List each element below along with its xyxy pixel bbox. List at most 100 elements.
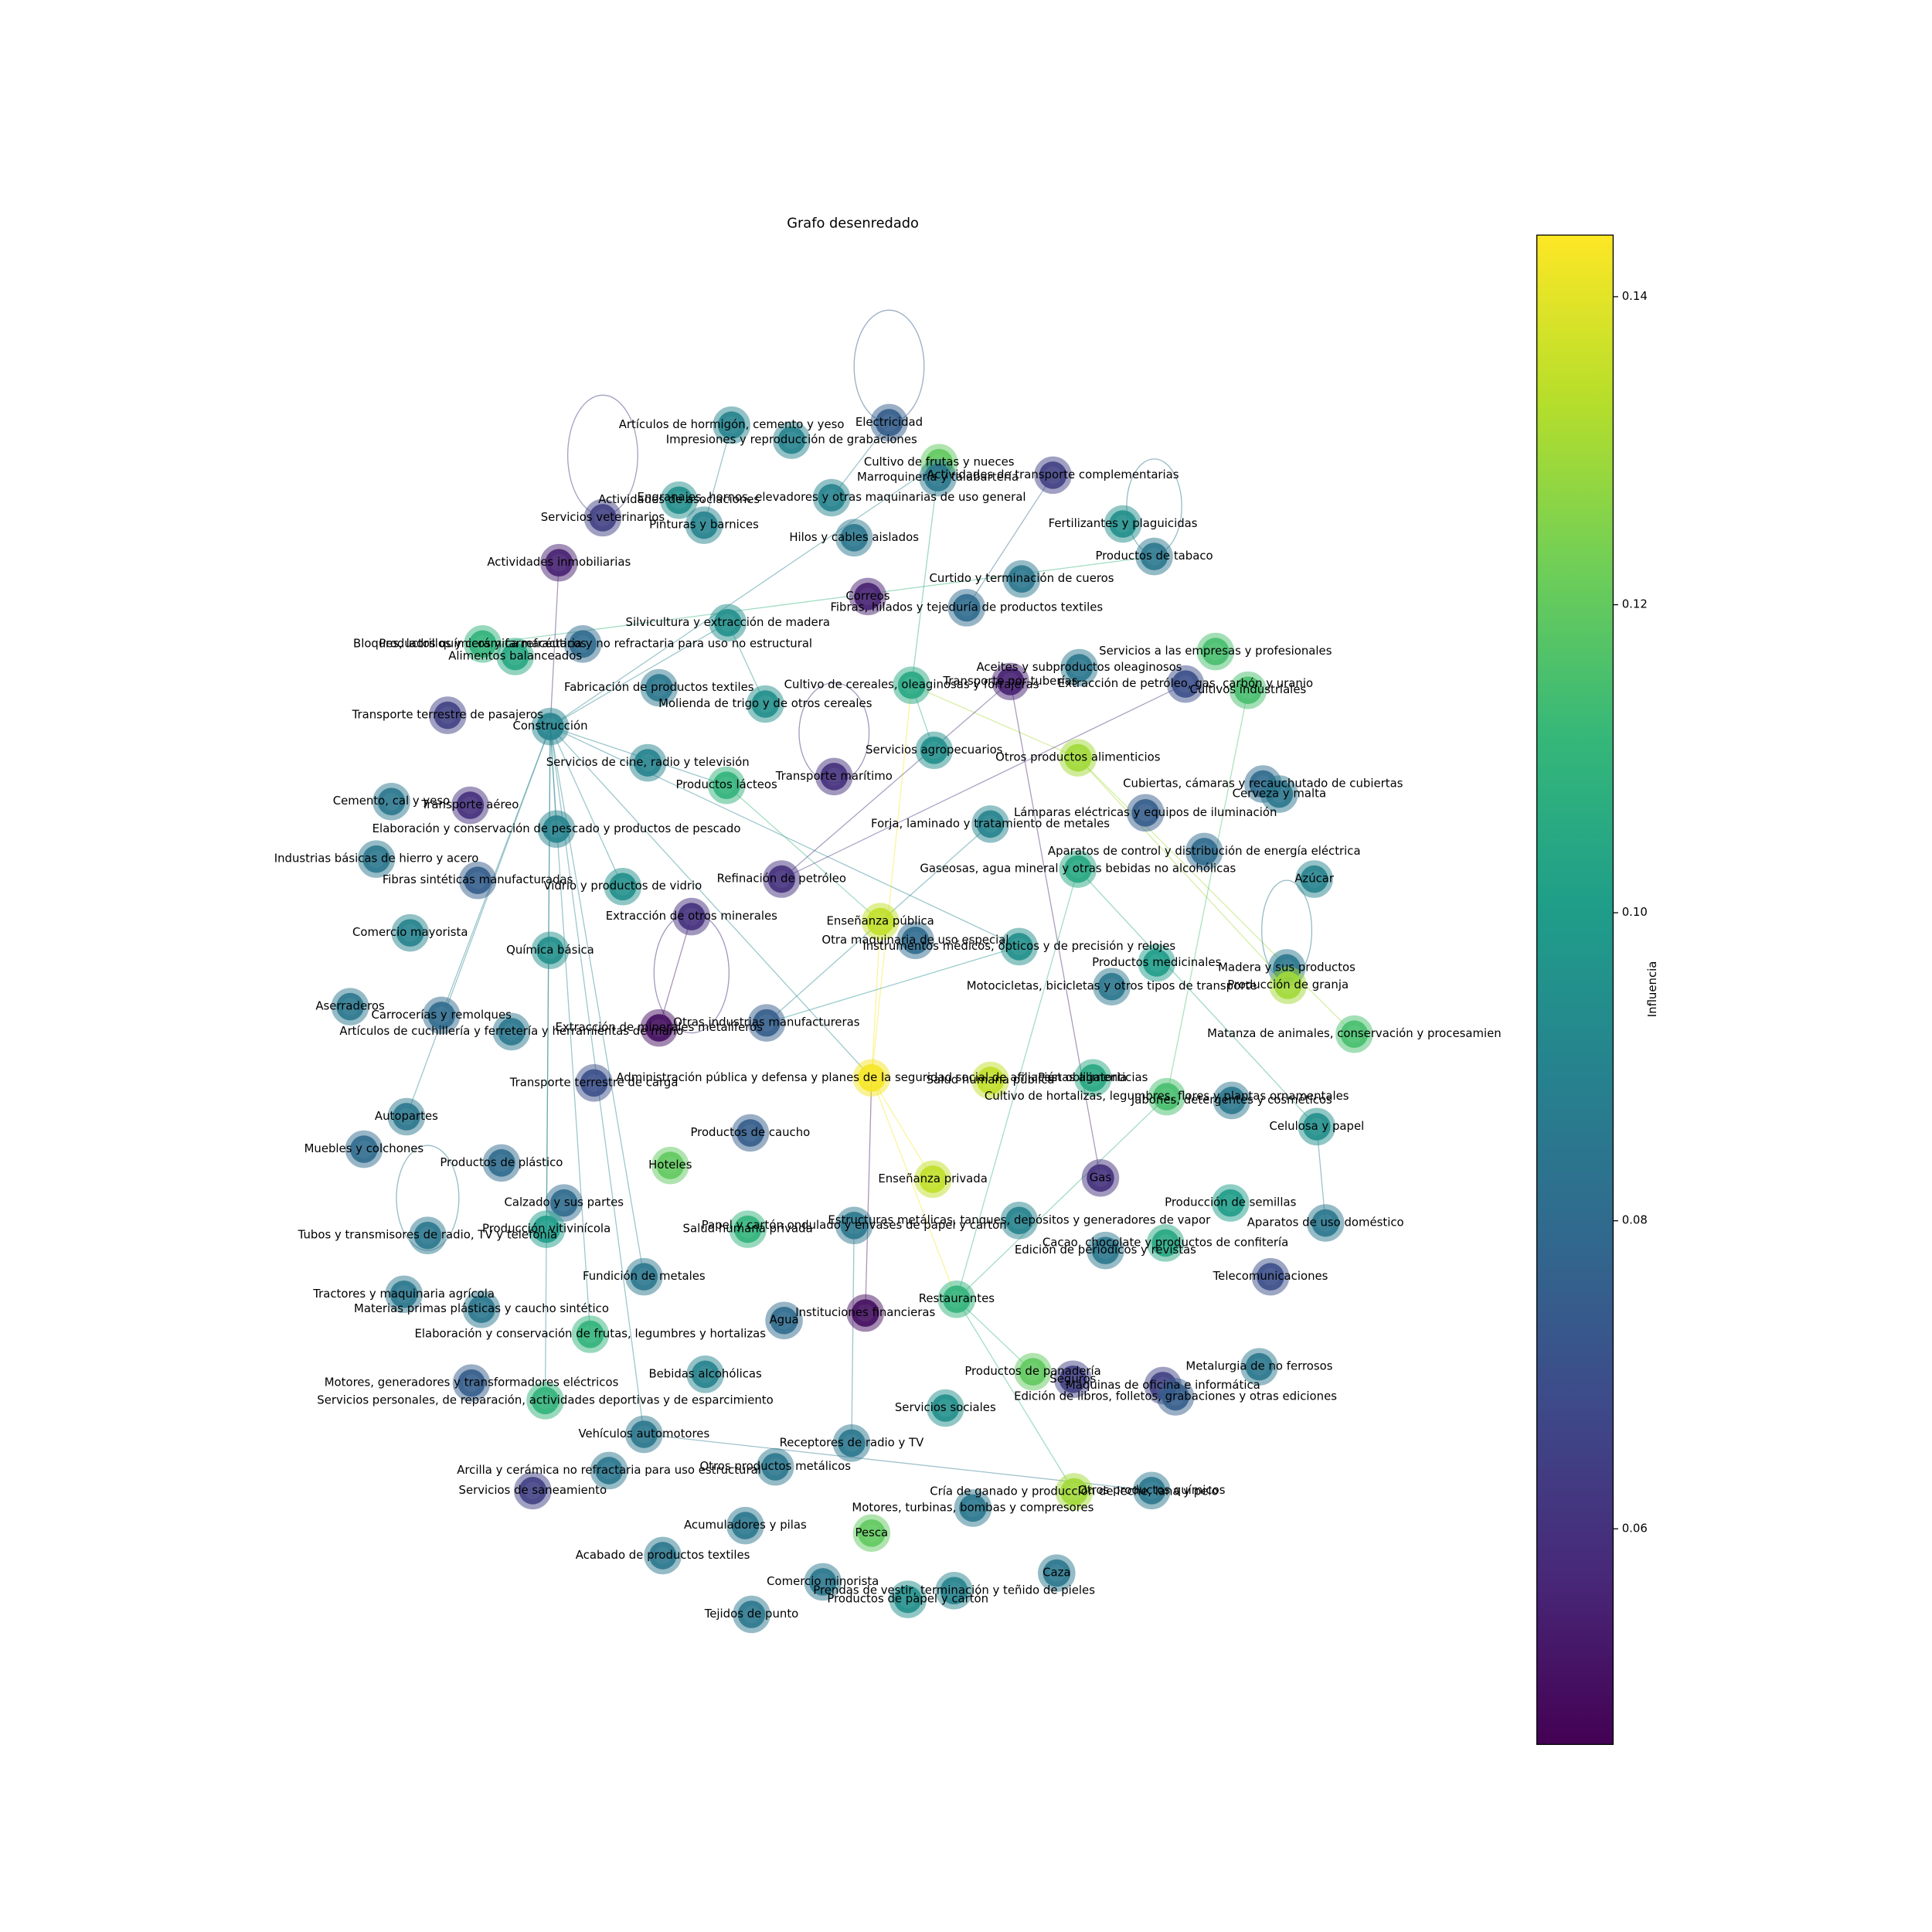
node xyxy=(385,1275,423,1314)
node-label: Actividades de asociaciones xyxy=(598,492,760,506)
nodes xyxy=(331,403,1373,1634)
node-label: Transporte por tuberías xyxy=(942,674,1077,688)
node xyxy=(387,1097,426,1136)
node-label: Otros productos alimenticios xyxy=(995,750,1161,764)
node xyxy=(1000,927,1039,966)
node xyxy=(835,519,873,557)
node xyxy=(893,666,930,705)
node xyxy=(571,1315,610,1353)
node-label: Artículos de cuchillería y ferretería y … xyxy=(339,1024,683,1038)
node-label: Motores, generadores y transformadores e… xyxy=(325,1376,619,1389)
node-label: Estructuras metálicas, tanques, depósito… xyxy=(828,1213,1211,1226)
node-label: Máquinas de oficina e informática xyxy=(1066,1378,1260,1392)
node xyxy=(604,867,642,906)
node xyxy=(660,481,698,519)
node xyxy=(372,782,410,821)
node-label: Pesca xyxy=(855,1526,889,1539)
node xyxy=(625,1415,663,1454)
node-label: Elaboración y conservación de frutas, le… xyxy=(414,1327,766,1341)
node-label: Servicios personales, de reparación, act… xyxy=(317,1393,773,1406)
node xyxy=(1135,537,1173,576)
node xyxy=(937,1280,976,1318)
edge xyxy=(549,563,560,727)
node-label: Arcilla y cerámica no refractaria para u… xyxy=(457,1463,761,1477)
node-label: Gas xyxy=(1090,1170,1112,1184)
node xyxy=(644,1536,682,1575)
node xyxy=(1034,456,1072,495)
node xyxy=(1060,648,1098,687)
node-label: Vidrio y productos de vidrio xyxy=(543,879,702,893)
node xyxy=(971,805,1009,843)
node-label: Extracción de minerales metalíferos xyxy=(556,1020,764,1034)
node xyxy=(531,707,570,746)
node xyxy=(685,506,723,544)
node xyxy=(1054,1360,1092,1399)
node xyxy=(835,1206,873,1245)
colorbar-tick-label: 0.10 xyxy=(1622,905,1648,919)
node-label: Transporte terrestre de carga xyxy=(509,1075,679,1089)
node-label: Salud humana pública xyxy=(927,1073,1055,1087)
node-label: Producción de granja xyxy=(1227,978,1349,992)
node-label: Acumuladores y pilas xyxy=(684,1518,807,1532)
edge xyxy=(956,1298,1075,1492)
node-label: Tejidos de punto xyxy=(704,1607,799,1621)
edge xyxy=(966,474,1054,608)
node xyxy=(1059,850,1097,888)
edge xyxy=(871,1077,957,1300)
edge xyxy=(851,1225,855,1444)
node-label: Electricidad xyxy=(855,415,923,429)
node xyxy=(1138,944,1176,982)
node xyxy=(531,931,570,970)
node xyxy=(1269,966,1307,1005)
edge xyxy=(658,916,692,1029)
node-label: Hoteles xyxy=(648,1158,692,1172)
node-label: Cubiertas, cámaras y recauchutado de cub… xyxy=(1123,777,1403,791)
node-label: Salud humana privada xyxy=(683,1222,813,1236)
node-label: Caza xyxy=(1043,1566,1070,1580)
edge xyxy=(549,726,1020,947)
node xyxy=(1055,1473,1094,1511)
node-label: Otra maquinaria de uso especial xyxy=(821,933,1009,947)
node xyxy=(686,1355,724,1393)
node-label: Gaseosas, agua mineral y otras bebidas n… xyxy=(920,862,1236,876)
node-label: Industrias básicas de hierro y acero xyxy=(274,852,479,866)
node xyxy=(935,1571,973,1610)
node xyxy=(815,757,853,796)
node-label: Correos xyxy=(845,589,889,603)
edge xyxy=(766,946,1019,1024)
node xyxy=(357,840,396,878)
node-label: Elaboración y conservación de pescado y … xyxy=(372,821,741,835)
node xyxy=(773,421,811,459)
node-label: Engranajes, hornos, elevadores y otras m… xyxy=(638,490,1026,504)
node-label: Refinación de petróleo xyxy=(717,872,846,886)
node xyxy=(1240,1348,1278,1386)
node xyxy=(1335,1015,1373,1053)
node-label: Otras industrias manufactureras xyxy=(673,1015,860,1029)
node xyxy=(575,1064,613,1102)
edge xyxy=(440,726,551,1016)
node xyxy=(540,543,578,582)
node-label: Servicios sociales xyxy=(895,1400,996,1414)
node xyxy=(1251,1257,1290,1296)
node xyxy=(537,810,576,849)
edge xyxy=(482,556,1155,645)
node xyxy=(391,913,430,952)
node-label: Lámparas eléctricas y equipos de ilumina… xyxy=(1014,805,1277,819)
node xyxy=(992,662,1029,701)
node-label: Silvicultura y extracción de madera xyxy=(626,615,830,629)
node xyxy=(458,861,497,900)
node-label: Edición de libros, folletos, grabaciones… xyxy=(1014,1389,1337,1403)
node-label: Metalurgia de no ferrosos xyxy=(1185,1359,1332,1373)
node xyxy=(889,1580,927,1618)
edge xyxy=(956,1096,1168,1300)
colorbar-tick-label: 0.08 xyxy=(1622,1213,1648,1227)
node-label: Muebles y colchones xyxy=(304,1141,424,1155)
node xyxy=(707,766,746,804)
node xyxy=(1156,1378,1195,1416)
node-label: Fibras, hilados y tejeduría de productos… xyxy=(830,600,1103,614)
node xyxy=(1002,560,1041,598)
node xyxy=(896,921,934,960)
node-label: Impresiones y reproducción de grabacione… xyxy=(666,433,917,447)
node-label: Cultivo de hortalizas, legumbres, flores… xyxy=(985,1089,1349,1103)
